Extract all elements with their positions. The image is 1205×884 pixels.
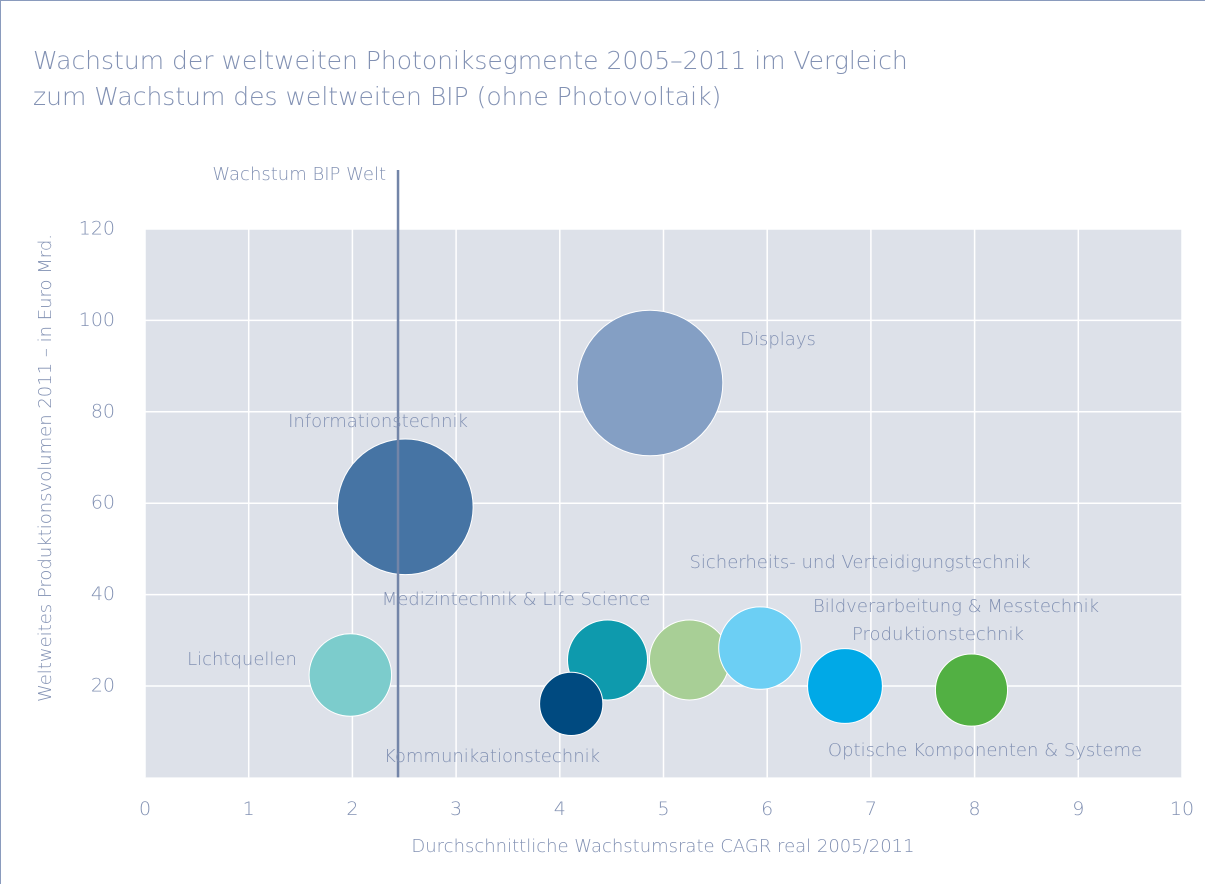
bubble [336,438,474,576]
bubble [648,619,730,701]
bubble-label: Informationstechnik [288,411,468,432]
x-axis-label: Durchschnittliche Wachstumsrate CAGR rea… [411,836,914,857]
x-tick-label: 4 [554,798,566,820]
y-tick-label: 60 [91,492,115,514]
bubble [934,653,1009,727]
y-tick-label: 120 [79,218,115,240]
x-tick-label: 3 [450,798,462,820]
bubble [539,671,604,736]
x-tick-label: 8 [969,798,981,820]
bubble-label: Displays [740,329,816,350]
bubble-label: Produktionstechnik [852,624,1024,645]
x-tick-label: 5 [657,798,669,820]
x-tick-label: 10 [1170,798,1194,820]
x-tick-label: 7 [865,798,877,820]
y-tick-label: 100 [79,309,115,331]
y-tick-label: 80 [91,400,115,422]
x-tick-label: 1 [243,798,255,820]
chart-title: zum Wachstum des weltweiten BIP (ohne Ph… [33,82,721,111]
x-tick-label: 6 [761,798,773,820]
bubble-label: Lichtquellen [187,649,297,670]
chart-title: Wachstum der weltweiten Photoniksegmente… [33,46,908,75]
bubble [308,633,393,717]
x-tick-label: 2 [346,798,358,820]
x-tick-label: 0 [139,798,151,820]
bubble-label: Bildverarbeitung & Messtechnik [813,596,1099,617]
x-tick-label: 9 [1072,798,1084,820]
bubble-label: Sicherheits- und Verteidigungstechnik [689,552,1030,573]
bubble [807,648,883,724]
y-tick-label: 20 [91,675,115,697]
y-tick-label: 40 [91,583,115,605]
bubble-label: Medizintechnik & Life Science [382,589,651,610]
bubble [718,606,802,690]
bubble-label: Optische Komponenten & Systeme [828,740,1142,761]
bubble-label: Kommunikationstechnik [384,746,600,767]
y-axis-label: Weltweites Produktionsvolumen 2011 – in … [35,234,56,702]
bubble [576,309,724,457]
reference-label: Wachstum BIP Welt [212,164,386,185]
